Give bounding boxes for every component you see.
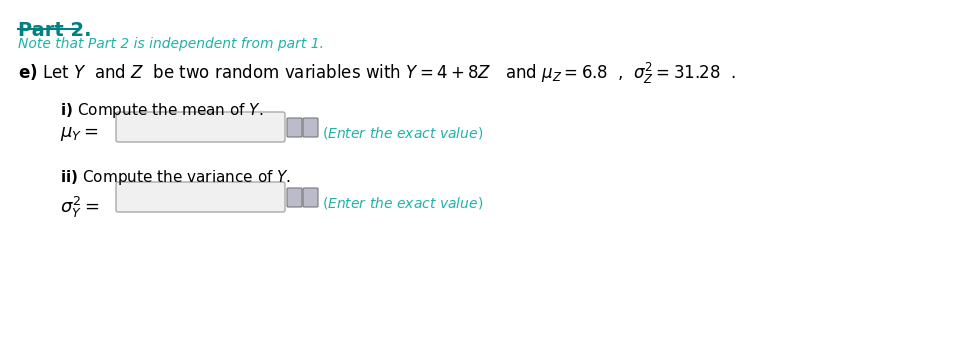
FancyBboxPatch shape: [116, 112, 285, 142]
Text: $(Enter\ the\ exact\ value)$: $(Enter\ the\ exact\ value)$: [322, 195, 484, 211]
Text: $\bf{i)}$ Compute the mean of $Y$.: $\bf{i)}$ Compute the mean of $Y$.: [60, 101, 264, 120]
FancyBboxPatch shape: [116, 182, 285, 212]
Text: Note that Part 2 is independent from part 1.: Note that Part 2 is independent from par…: [18, 37, 324, 51]
Text: $\bf{ii)}$ Compute the variance of $Y$.: $\bf{ii)}$ Compute the variance of $Y$.: [60, 168, 291, 187]
Text: $(Enter\ the\ exact\ value)$: $(Enter\ the\ exact\ value)$: [322, 125, 484, 141]
FancyBboxPatch shape: [303, 188, 318, 207]
Text: $\bf{e)}$ Let $Y$  and $Z$  be two random variables with $Y = 4 + 8Z$   and $\mu: $\bf{e)}$ Let $Y$ and $Z$ be two random …: [18, 61, 736, 86]
Text: $\sigma^2_Y =$: $\sigma^2_Y =$: [60, 195, 100, 220]
FancyBboxPatch shape: [303, 118, 318, 137]
FancyBboxPatch shape: [287, 118, 302, 137]
Text: Part 2.: Part 2.: [18, 21, 92, 40]
FancyBboxPatch shape: [287, 188, 302, 207]
Text: $\mu_Y =$: $\mu_Y =$: [60, 125, 99, 143]
